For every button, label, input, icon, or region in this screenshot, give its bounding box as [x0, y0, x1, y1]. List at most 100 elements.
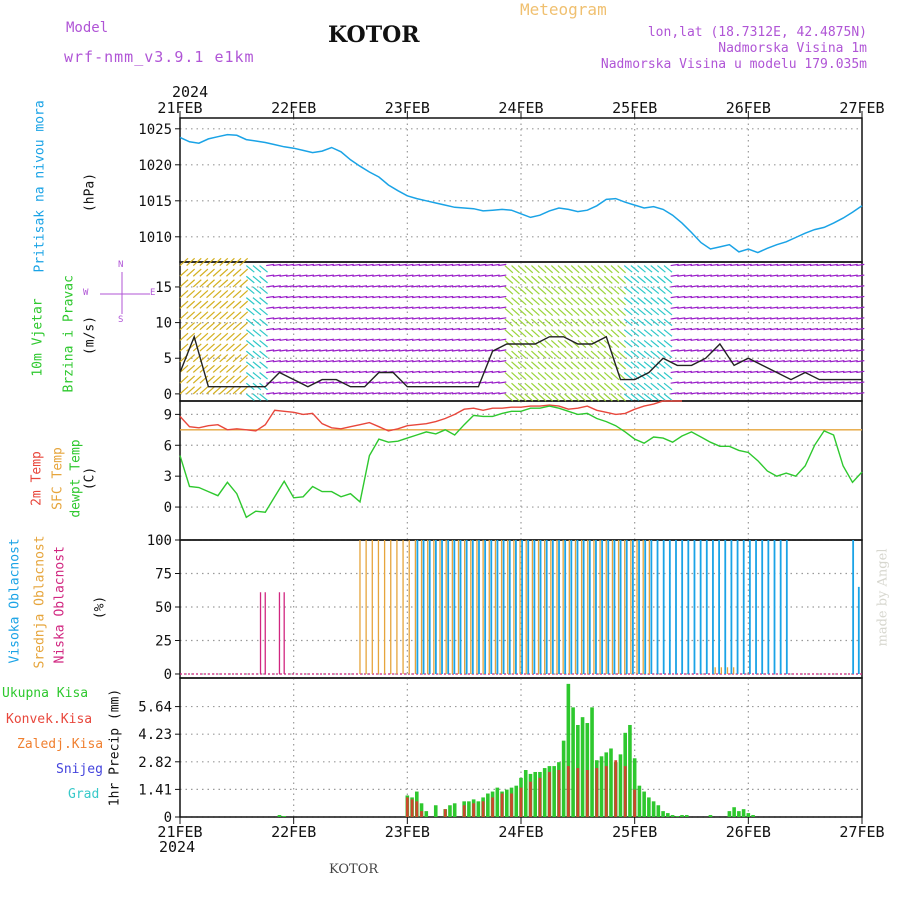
- wind-barb: [809, 349, 818, 352]
- wind-barb: [630, 339, 640, 348]
- wind-barb: [285, 327, 295, 331]
- wind-barb: [789, 349, 799, 352]
- wind-barb: [643, 297, 653, 305]
- wind-barb: [504, 372, 514, 381]
- wind-barb: [484, 392, 494, 395]
- wind-barb: [358, 338, 368, 342]
- wind-barb: [643, 339, 653, 348]
- wind-barb: [524, 350, 534, 359]
- wind-barb: [345, 317, 354, 320]
- wind-barb: [491, 317, 500, 320]
- wind-barb: [550, 382, 560, 391]
- wind-barb: [770, 338, 779, 342]
- wind-barb: [392, 392, 401, 395]
- wind-barb: [623, 297, 633, 305]
- wind-barb: [570, 275, 580, 284]
- wind-barb: [219, 257, 229, 267]
- wind-barb: [226, 257, 235, 267]
- wind-barb: [504, 329, 514, 338]
- wind-barb: [557, 329, 567, 338]
- wind-barb: [478, 274, 487, 277]
- precip-total-bar: [514, 785, 519, 817]
- wind-barb: [796, 327, 805, 331]
- wind-barb: [544, 286, 554, 295]
- wind-barb: [325, 295, 334, 299]
- wind-barb: [743, 338, 752, 342]
- wind-barb: [179, 364, 189, 373]
- wind-barb: [358, 392, 368, 395]
- wind-barb: [736, 327, 746, 331]
- wind-barb: [617, 339, 627, 349]
- wind-barb: [663, 382, 673, 391]
- wind-barb: [378, 349, 388, 352]
- precip-total-bar: [467, 801, 471, 817]
- wind-barb: [836, 285, 845, 288]
- wind-barb: [325, 370, 334, 374]
- y-tick-label: 9: [164, 407, 172, 423]
- wind-barb: [352, 306, 361, 309]
- wind-barb: [590, 275, 600, 284]
- wind-barb: [756, 327, 765, 331]
- wind-barb: [736, 263, 746, 267]
- wind-barb: [770, 392, 779, 395]
- precip-total-bar: [670, 815, 675, 817]
- wind-barb: [471, 285, 480, 288]
- wind-barb: [465, 381, 474, 384]
- wind-barb: [756, 285, 765, 288]
- wind-barb: [517, 275, 527, 284]
- wind-barb: [716, 274, 726, 277]
- wind-barb: [418, 349, 427, 352]
- wind-barb: [352, 370, 361, 374]
- wind-barb: [239, 354, 249, 363]
- wind-barb: [398, 392, 407, 395]
- wind-barb: [232, 257, 242, 267]
- wind-barb: [451, 349, 460, 352]
- wind-barb: [431, 327, 441, 331]
- wind-barb: [657, 307, 666, 316]
- wind-barb: [431, 338, 441, 342]
- wind-barb: [252, 286, 262, 295]
- precip-conv-bar: [576, 768, 580, 817]
- credit-text: made by Angel: [875, 548, 891, 647]
- wind-barb: [849, 327, 858, 331]
- wind-barb: [465, 349, 474, 352]
- wind-barb: [478, 306, 487, 309]
- wind-barb: [597, 350, 607, 359]
- wind-barb: [776, 392, 785, 395]
- wind-barb: [245, 350, 255, 359]
- wind-barb: [206, 332, 215, 341]
- wind-barb: [610, 350, 620, 359]
- wind-barb: [590, 329, 600, 338]
- wind-barb: [405, 285, 414, 288]
- wind-barb: [670, 370, 679, 374]
- wind-barb: [610, 318, 620, 327]
- wind-barb: [849, 263, 858, 267]
- wind-barb: [657, 339, 666, 348]
- wind-barb: [610, 339, 620, 349]
- wind-barb: [849, 285, 858, 288]
- precip-total-bar: [647, 797, 651, 817]
- wind-barb: [856, 360, 865, 363]
- wind-barb: [358, 360, 368, 363]
- wind-barb: [743, 306, 752, 309]
- wind-barb: [226, 354, 235, 363]
- precip-conv-bar: [614, 760, 618, 817]
- wind-barb: [266, 327, 275, 331]
- wind-barb: [405, 392, 414, 395]
- wind-barb: [710, 295, 719, 299]
- wind-barb: [770, 327, 779, 331]
- wind-barb: [491, 285, 500, 288]
- wind-barb: [504, 350, 514, 359]
- wind-barb: [736, 381, 746, 384]
- wind-barb: [743, 285, 752, 288]
- wind-barb: [610, 286, 620, 295]
- wind-barb: [431, 360, 441, 363]
- wind-barb: [498, 285, 507, 288]
- wind-barb: [783, 327, 792, 331]
- wind-barb: [491, 295, 500, 299]
- wind-barb: [544, 339, 554, 349]
- wind-axis-title: 10m Vjetar: [30, 298, 46, 377]
- wind-barb: [206, 343, 215, 352]
- wind-barb: [537, 382, 547, 391]
- wind-barb: [279, 360, 288, 363]
